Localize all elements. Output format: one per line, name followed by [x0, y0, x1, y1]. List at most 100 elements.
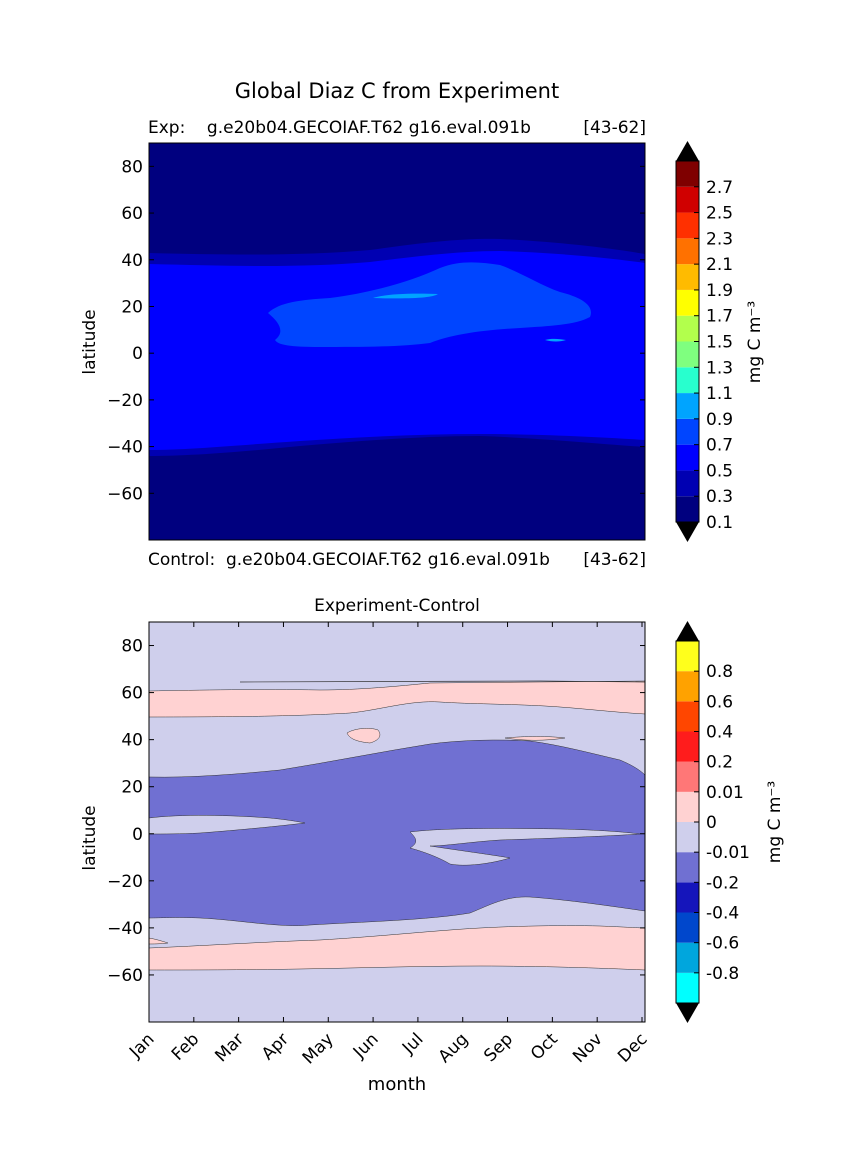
- colorbar-swatch: [676, 761, 699, 792]
- y-tick-label: −40: [107, 438, 143, 458]
- diff-neutral-left-stripe: [149, 815, 306, 835]
- contour-level-4: [373, 293, 438, 299]
- difference-colorbar-label: mg C m⁻³: [765, 781, 785, 863]
- figure-title: Global Diaz C from Experiment: [235, 79, 559, 103]
- control-label-left: Control: g.e20b04.GECOIAF.T62 g16.eval.0…: [148, 550, 550, 570]
- y-tick-label: 60: [121, 204, 143, 224]
- diff-positive-blob-2: [504, 736, 566, 741]
- control-label-right: [43-62]: [583, 550, 646, 570]
- colorbar-tick-label: 0: [706, 813, 717, 833]
- x-tick-label: Oct: [527, 1029, 562, 1064]
- experiment-colorbar-label: mg C m⁻³: [745, 301, 765, 383]
- colorbar-tick-label: 0.3: [706, 487, 733, 507]
- difference-y-axis: 80 60 40 20 0 −20 −40 −60: [107, 637, 645, 986]
- colorbar-tick-label: -0.01: [706, 843, 750, 863]
- difference-xlabel: month: [368, 1074, 426, 1095]
- colorbar-tick-label: -0.6: [706, 934, 739, 954]
- colorbar-extend-max: [676, 621, 699, 641]
- y-tick-label: 20: [121, 778, 143, 798]
- colorbar-swatch: [676, 161, 699, 187]
- diff-positive-blob: [346, 728, 381, 744]
- colorbar-tick-label: 0.8: [706, 662, 733, 682]
- x-tick-label: Feb: [168, 1029, 203, 1064]
- experiment-subtitle-left: Exp: g.e20b04.GECOIAF.T62 g16.eval.091b: [148, 118, 531, 138]
- colorbar-tick-label: 0.7: [706, 436, 733, 456]
- colorbar-tick-label: 0.6: [706, 692, 733, 712]
- x-tick-label: Jul: [398, 1029, 427, 1058]
- experiment-subtitle-right: [43-62]: [583, 118, 646, 138]
- diff-positive-south: [149, 925, 645, 971]
- colorbar-tick-label: 0.01: [706, 783, 744, 803]
- difference-title: Experiment-Control: [314, 596, 480, 616]
- colorbar-swatch: [676, 701, 699, 732]
- x-tick-label: Jun: [349, 1029, 383, 1063]
- contour-level-4b: [545, 338, 566, 342]
- y-tick-label: 40: [121, 251, 143, 271]
- colorbar-swatch: [676, 942, 699, 973]
- y-tick-label: −60: [107, 484, 143, 504]
- difference-ylabel: latitude: [80, 805, 100, 870]
- colorbar-tick-label: 0.2: [706, 753, 733, 773]
- y-tick-label: 0: [132, 825, 143, 845]
- colorbar-swatch: [676, 852, 699, 883]
- experiment-ylabel: latitude: [80, 309, 100, 374]
- colorbar-tick-label: -0.8: [706, 964, 739, 984]
- colorbar-swatch: [676, 212, 699, 239]
- colorbar-tick-label: 0.4: [706, 723, 733, 743]
- contour-level-3: [268, 262, 591, 347]
- colorbar-swatch: [676, 444, 699, 471]
- x-tick-label: Nov: [569, 1029, 607, 1067]
- experiment-panel: Exp: g.e20b04.GECOIAF.T62 g16.eval.091b …: [80, 118, 765, 542]
- colorbar-swatch: [676, 289, 699, 316]
- colorbar-tick-label: 1.3: [706, 358, 733, 378]
- x-tick-label: Mar: [211, 1029, 248, 1066]
- colorbar-tick-label: 2.1: [706, 255, 733, 275]
- colorbar-tick-label: 0.1: [706, 513, 733, 533]
- y-tick-label: 40: [121, 731, 143, 751]
- x-tick-label: Dec: [614, 1029, 651, 1066]
- experiment-y-axis: 80 60 40 20 0 −20 −40 −60: [107, 157, 645, 504]
- colorbar-swatch: [676, 791, 699, 822]
- colorbar-swatch: [676, 393, 699, 419]
- colorbar-tick-label: 2.3: [706, 229, 733, 249]
- colorbar-extend-max: [676, 141, 699, 161]
- colorbar-swatch: [676, 822, 699, 853]
- diff-neutral-center: [409, 828, 641, 866]
- difference-plot-frame: [148, 621, 646, 1023]
- y-tick-label: 20: [121, 297, 143, 317]
- colorbar-swatch: [676, 367, 699, 394]
- contour-level-2: [149, 251, 645, 450]
- colorbar-swatch: [676, 315, 699, 342]
- colorbar-extend-min: [676, 1003, 699, 1023]
- colorbar-swatch: [676, 641, 699, 672]
- colorbar-tick-label: 2.5: [706, 204, 733, 224]
- colorbar-tick-label: 2.7: [706, 178, 733, 198]
- colorbar-swatch: [676, 731, 699, 762]
- y-tick-label: −40: [107, 919, 143, 939]
- colorbar-swatch: [676, 341, 699, 368]
- diff-positive-north: [149, 680, 645, 718]
- colorbar-tick-label: 1.5: [706, 333, 733, 353]
- colorbar-swatch: [676, 186, 699, 213]
- colorbar-tick-label: 1.9: [706, 281, 733, 301]
- x-tick-label: Apr: [258, 1029, 293, 1064]
- colorbar-swatch: [676, 972, 699, 1003]
- y-tick-label: 0: [132, 344, 143, 364]
- colorbar-tick-label: 1.1: [706, 384, 733, 404]
- diff-negative-tropics: [149, 739, 645, 926]
- x-tick-label: May: [299, 1029, 338, 1068]
- y-tick-label: 80: [121, 157, 143, 177]
- x-tick-label: Aug: [435, 1029, 473, 1067]
- experiment-colorbar: 2.7 2.5 2.3 2.1 1.9 1.7 1.5 1.3 1.1 0.9 0.7 0.5 0.3 0…: [675, 141, 733, 542]
- difference-contour-field: [149, 622, 645, 1022]
- difference-colorbar: 0.8 0.6 0.4 0.2 0.01 0 -0.01 -0.2 -0.4 -0.6 -0.8: [675, 621, 750, 1023]
- difference-panel: Control: g.e20b04.GECOIAF.T62 g16.eval.0…: [80, 550, 785, 1095]
- colorbar-tick-label: -0.4: [706, 904, 739, 924]
- colorbar-tick-label: 0.9: [706, 410, 733, 430]
- y-tick-label: 60: [121, 684, 143, 704]
- colorbar-swatch: [676, 418, 699, 445]
- y-tick-label: −20: [107, 872, 143, 892]
- experiment-plot-frame: [148, 142, 646, 541]
- colorbar-swatch: [676, 912, 699, 943]
